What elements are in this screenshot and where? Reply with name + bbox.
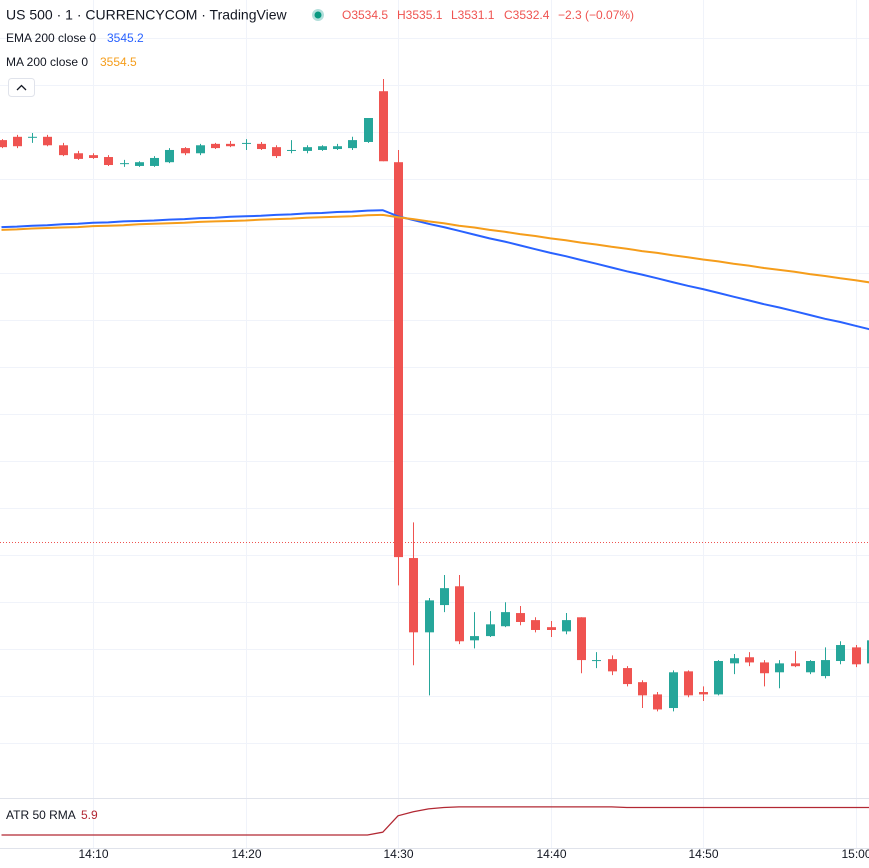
candle-body [318,146,327,150]
x-tick-label: 14:20 [231,847,261,861]
legend-ma-value: 3554.5 [100,55,137,69]
indicator-line [1,209,869,331]
candle-body [791,663,800,667]
candle-body [303,147,312,151]
candle-body [211,143,220,149]
market-status-dot [314,11,322,19]
x-tick-label: 14:50 [688,847,718,861]
candle-body [150,157,159,166]
candle-body [653,694,662,710]
candle-body [272,147,281,157]
candle-body [348,140,357,149]
candle-body [394,162,403,558]
plot [0,78,869,712]
indicator-line [1,213,869,284]
candle-body [867,640,869,664]
candle-body [196,145,205,154]
candle-body [242,142,251,144]
candle-body [470,636,479,641]
x-tick-label: 15:00 [841,847,869,861]
candle-body [13,136,22,147]
candle-body [806,661,815,673]
candle-body [516,613,525,622]
candle-body [714,661,723,695]
candle-body [501,612,510,627]
candle-body [592,660,601,662]
candle-body [181,148,190,154]
candle-body [821,660,830,677]
atr-line [1,806,869,836]
candle-body [684,671,693,696]
ohlc-low: L3531.1 [451,8,495,22]
candle-body [287,149,296,151]
atr-value: 5.9 [81,808,98,822]
candle-body [409,558,418,633]
candle-body [638,682,647,696]
atr-pane [1,806,869,836]
candle-body [226,143,235,147]
candle-body [455,586,464,642]
candle-body [562,620,571,632]
legend-ema-value: 3545.2 [107,31,144,45]
ohlc-high: H3535.1 [397,8,443,22]
candle-body [120,163,129,165]
legend-ma: MA 200 close 0 [6,55,88,69]
candle-body [775,663,784,673]
candle-body [699,692,708,695]
collapse-icon [16,84,27,91]
x-tick-label: 14:10 [78,847,108,861]
candle-body [104,157,113,166]
ohlc-close: C3532.4 [504,8,550,22]
x-tick-label: 14:30 [383,847,413,861]
symbol-title: US 500 · 1 · CURRENCYCOM · TradingView [6,7,287,23]
candle-body [852,647,861,665]
candle-body [531,620,540,630]
collapse-button[interactable] [8,78,35,97]
candle-body [364,118,373,142]
candle-body [547,627,556,630]
candle-body [43,136,52,146]
candle-body [379,91,388,162]
ohlc-open: O3534.5 [342,8,388,22]
candle-body [135,162,144,166]
atr-label: ATR 50 RMA [6,808,76,822]
candle-body [425,600,434,633]
candle-body [165,149,174,163]
candle-body [669,672,678,709]
x-tick-label: 14:40 [536,847,566,861]
time-axis: 14:10 14:20 14:30 14:40 14:50 15:00 [78,847,869,861]
candle-body [486,624,495,637]
candle-body [745,657,754,663]
candle-body [89,155,98,158]
ohlc-change: −2.3 (−0.07%) [558,8,634,22]
candle-body [608,659,617,672]
candle-body [836,645,845,662]
candle-body [623,668,632,685]
candle-body [28,136,37,138]
candle-body [74,153,83,159]
legend-ema: EMA 200 close 0 [6,31,96,45]
candle-body [0,140,7,148]
candle-body [577,617,586,661]
candle-body [257,143,266,150]
candle-body [59,145,68,156]
candle-body [333,146,342,150]
grid [0,0,869,848]
candle-body [760,662,769,674]
candle-body [730,658,739,664]
candle-body [440,588,449,606]
